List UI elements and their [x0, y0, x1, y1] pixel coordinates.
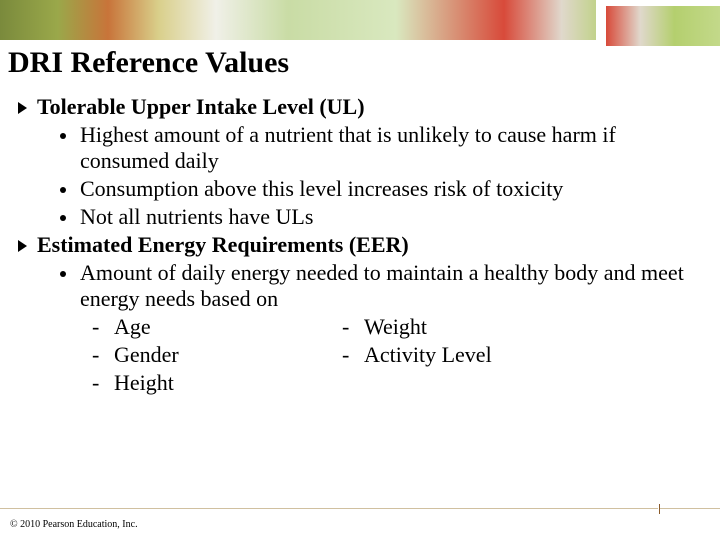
bullet-dot-icon [60, 215, 66, 221]
chevron-icon [18, 240, 27, 252]
sub-bullet-text: Consumption above this level increases r… [80, 176, 563, 202]
sub-bullet: Amount of daily energy needed to maintai… [60, 260, 702, 312]
bullet-dot-icon [60, 271, 66, 277]
copyright-footer: © 2010 Pearson Education, Inc. [10, 519, 138, 530]
dash-item: - Activity Level [342, 342, 592, 368]
dash-icon: - [342, 314, 356, 340]
dash-item: - Age [92, 314, 342, 340]
sub-bullet-list: Highest amount of a nutrient that is unl… [60, 122, 702, 230]
footer-rule-left [0, 508, 658, 509]
dash-text: Age [114, 314, 151, 340]
dash-column-left: - Age - Gender - Height [92, 314, 342, 398]
dash-text: Height [114, 370, 174, 396]
sub-bullet-text: Highest amount of a nutrient that is unl… [80, 122, 702, 174]
sub-bullet-text: Amount of daily energy needed to maintai… [80, 260, 702, 312]
bullet-dot-icon [60, 187, 66, 193]
dash-text: Activity Level [364, 342, 492, 368]
sub-bullet: Highest amount of a nutrient that is unl… [60, 122, 702, 174]
dash-item: - Weight [342, 314, 592, 340]
dash-item: - Gender [92, 342, 342, 368]
dash-list: - Age - Gender - Height - Weight [92, 314, 702, 398]
header-notch [596, 0, 720, 40]
bullet-section-2: Estimated Energy Requirements (EER) [18, 232, 702, 258]
header-notch-fill [606, 6, 720, 46]
sub-bullet-list: Amount of daily energy needed to maintai… [60, 260, 702, 398]
sub-bullet-text: Not all nutrients have ULs [80, 204, 313, 230]
dash-text: Weight [364, 314, 427, 340]
slide-title: DRI Reference Values [8, 46, 720, 80]
bullet-section-1: Tolerable Upper Intake Level (UL) [18, 94, 702, 120]
footer-rule-right [660, 508, 720, 509]
dash-icon: - [92, 342, 106, 368]
header-banner [0, 0, 720, 40]
footer-tick-icon [659, 504, 660, 514]
section-heading: Tolerable Upper Intake Level (UL) [37, 94, 365, 120]
dash-item: - Height [92, 370, 342, 396]
dash-icon: - [342, 342, 356, 368]
bullet-dot-icon [60, 133, 66, 139]
section-heading: Estimated Energy Requirements (EER) [37, 232, 409, 258]
dash-icon: - [92, 314, 106, 340]
dash-column-right: - Weight - Activity Level [342, 314, 592, 398]
dash-text: Gender [114, 342, 179, 368]
content-area: Tolerable Upper Intake Level (UL) Highes… [18, 94, 702, 397]
dash-icon: - [92, 370, 106, 396]
sub-bullet: Consumption above this level increases r… [60, 176, 702, 202]
sub-bullet: Not all nutrients have ULs [60, 204, 702, 230]
chevron-icon [18, 102, 27, 114]
